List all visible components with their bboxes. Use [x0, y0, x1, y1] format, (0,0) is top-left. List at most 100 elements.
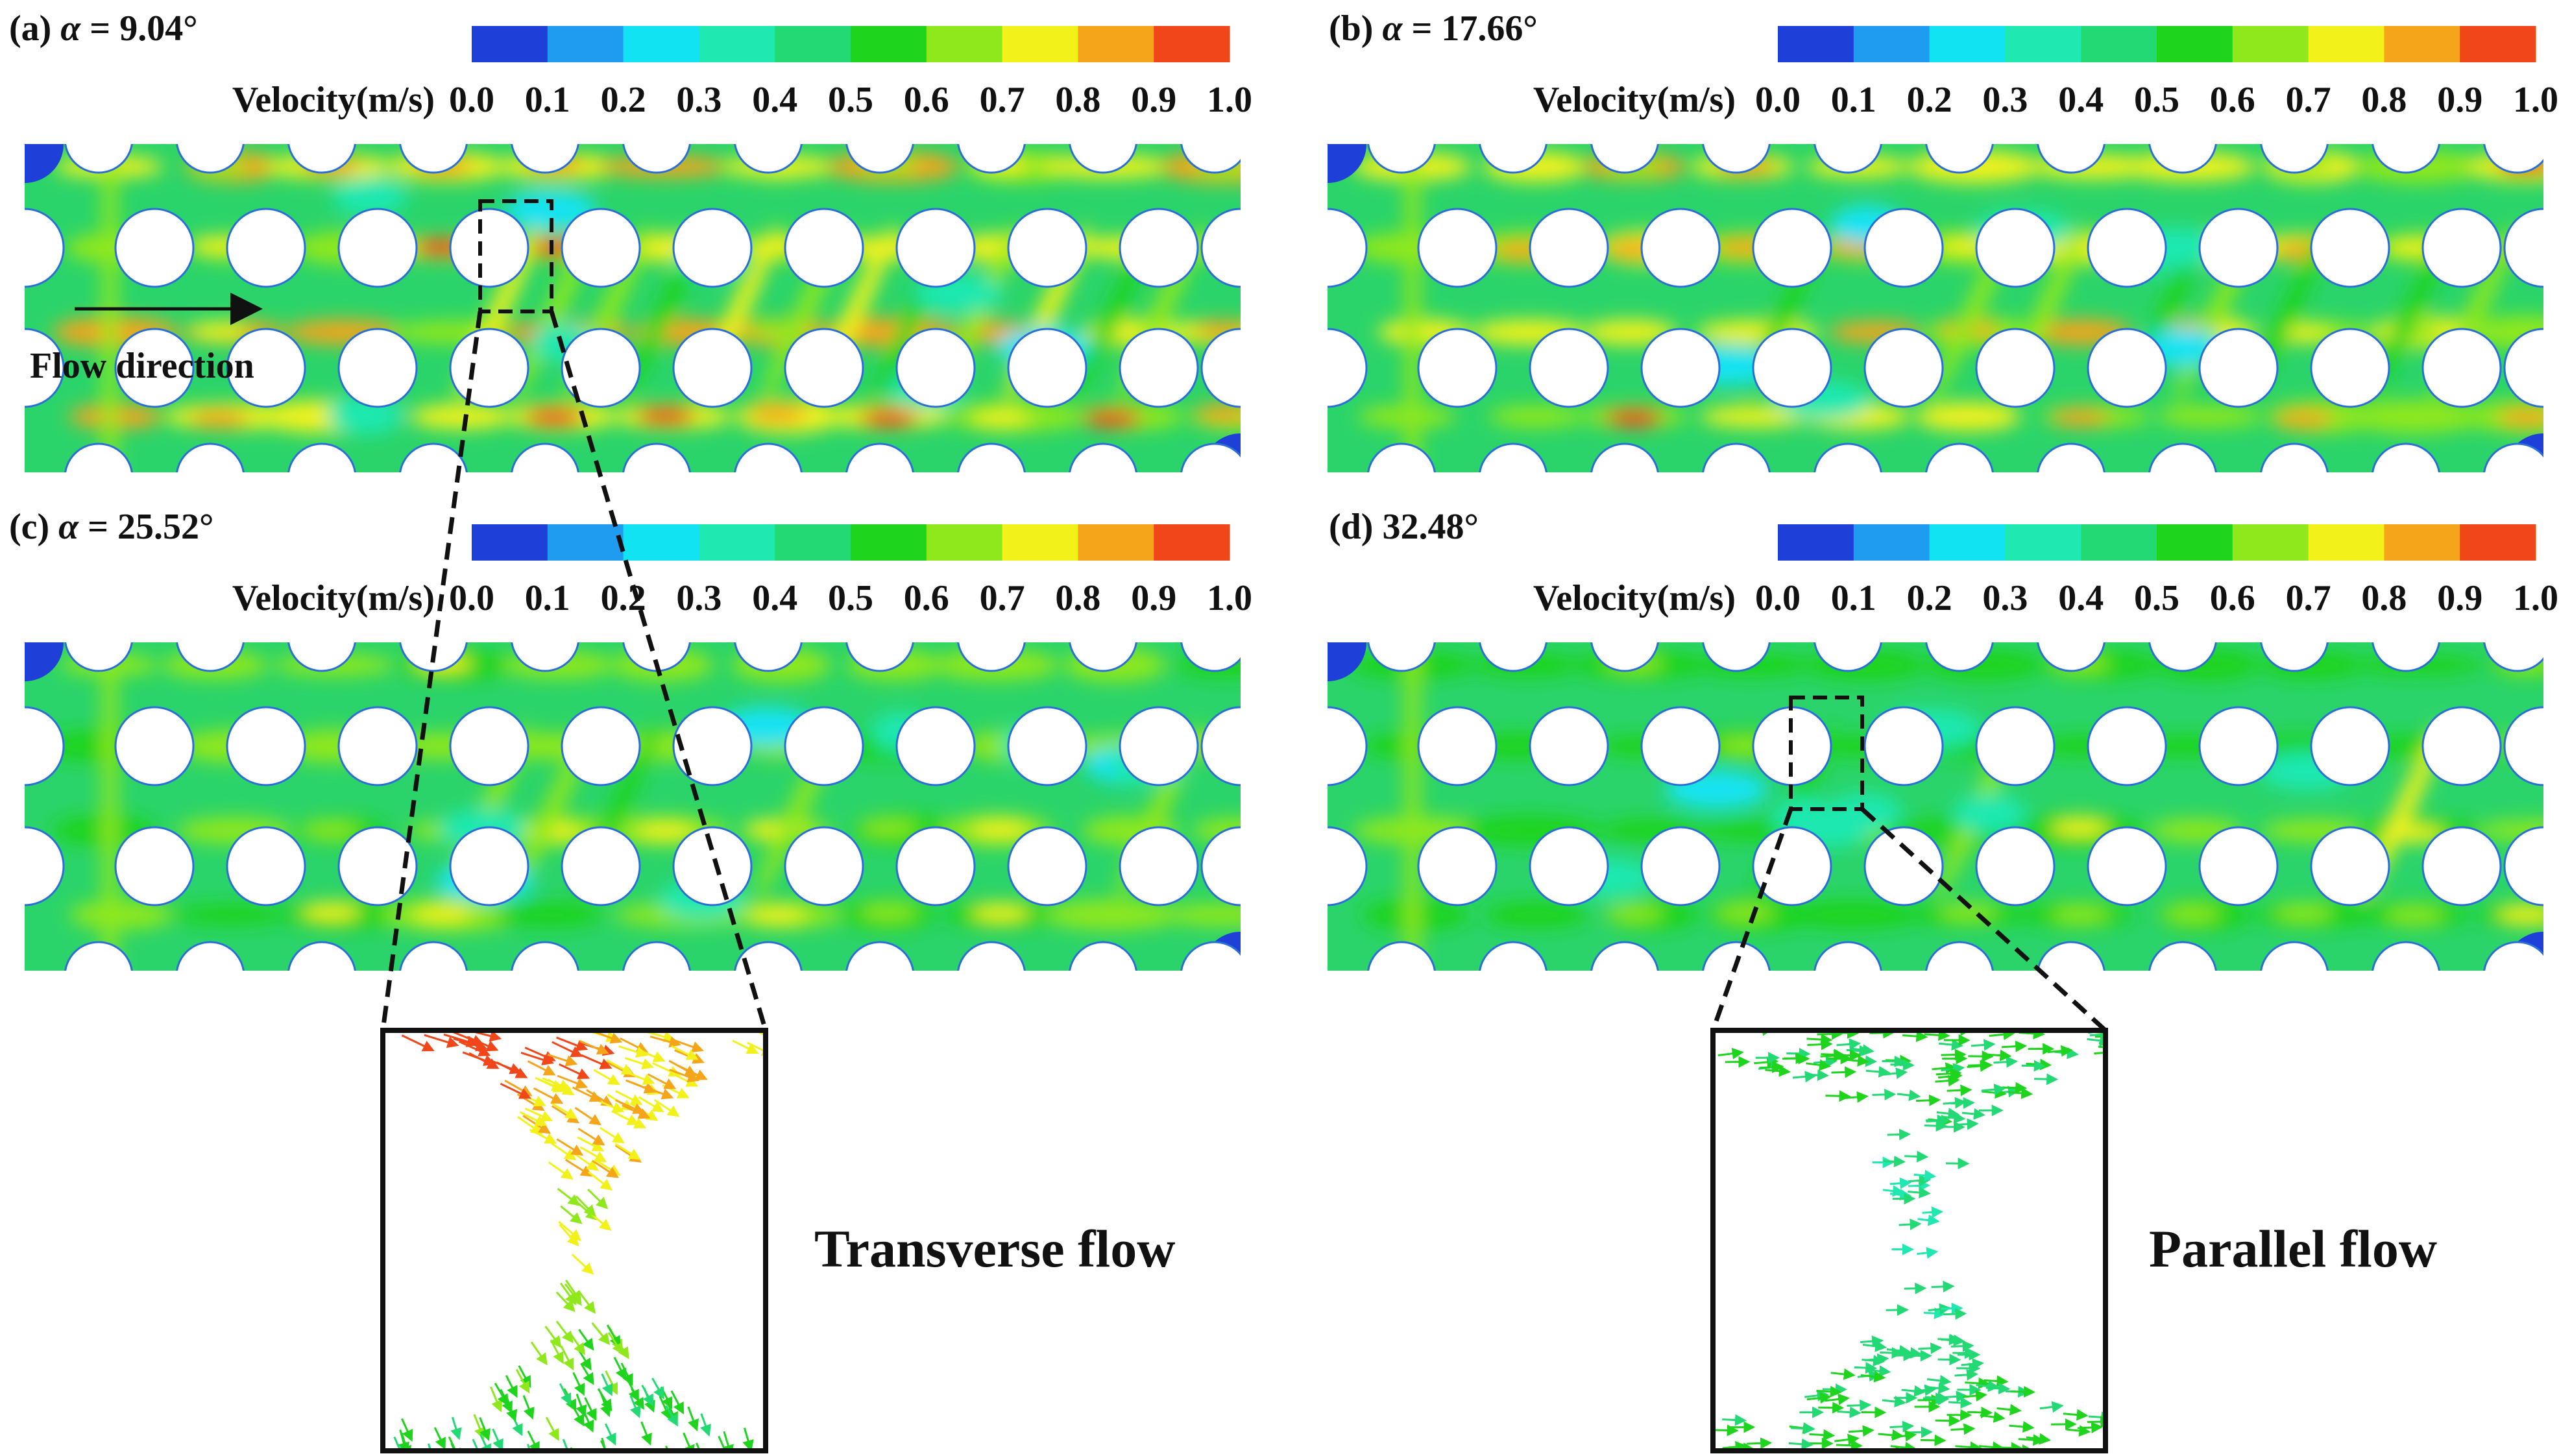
wall-obstacle — [1702, 443, 1771, 472]
velocity-vector — [1807, 1038, 1833, 1050]
velocity-vector — [579, 1039, 609, 1055]
velocity-vector — [1806, 1034, 1833, 1046]
colorbar-swatch — [472, 26, 548, 62]
wall-obstacle — [1069, 144, 1137, 174]
velocity-vector — [606, 1059, 634, 1075]
colorbar-swatch — [2232, 524, 2309, 561]
colorbar-tick-label: 0.5 — [828, 80, 873, 120]
panel-d-title: (d) 32.48° — [1329, 507, 1479, 547]
velocity-vector — [2018, 1434, 2045, 1446]
velocity-vector — [519, 1111, 548, 1126]
pin-fin-obstacle — [337, 706, 418, 786]
colorbar-swatch — [1002, 524, 1078, 561]
pin-fin-obstacle — [2087, 706, 2167, 786]
pin-fin-obstacle — [561, 208, 641, 288]
wall-obstacle — [2372, 941, 2440, 971]
colorbar-swatch — [2005, 26, 2081, 62]
velocity-vector — [1878, 1429, 1904, 1441]
wall-obstacle — [1814, 642, 1882, 672]
pin-fin-obstacle — [895, 208, 976, 288]
leader-right-d — [1860, 807, 2107, 1032]
velocity-vector — [2034, 1073, 2059, 1086]
velocity-vector — [1887, 1128, 1911, 1141]
velocity-vector — [1935, 1074, 1960, 1087]
edge-obstacle — [2503, 706, 2543, 786]
pin-fin-obstacle — [1863, 328, 1944, 408]
pin-fin-obstacle — [2198, 706, 2279, 786]
colorbar-tick-label: 0.7 — [980, 578, 1025, 618]
colorbar-swatch — [2157, 524, 2233, 561]
velocity-core — [1195, 404, 1241, 423]
velocity-vector — [1901, 1385, 1926, 1397]
velocity-vector — [669, 1069, 700, 1083]
pin-fin-obstacle — [1119, 706, 1199, 786]
leader-left-d — [1710, 808, 1793, 1032]
velocity-vector — [1825, 1393, 1850, 1405]
pin-fin-obstacle — [1640, 328, 1721, 408]
velocity-core — [190, 322, 249, 341]
velocity-vector — [1825, 1090, 1851, 1102]
colorbar-tick-label: 0.1 — [1831, 80, 1876, 120]
wall-obstacle — [287, 144, 356, 174]
pin-fin-obstacle — [784, 706, 864, 786]
colorbar-tick-label: 0.2 — [1907, 80, 1952, 120]
inlet-band — [1405, 144, 1420, 472]
velocity-vector — [548, 1161, 574, 1180]
velocity-vector — [557, 1187, 581, 1206]
colorbar-tick-label: 0.7 — [2286, 80, 2331, 120]
velocity-vector — [1897, 1089, 1921, 1102]
velocity-vector — [631, 1388, 644, 1410]
velocity-vector — [1986, 1049, 2012, 1062]
leader-right-a — [549, 311, 768, 1031]
velocity-vector — [624, 1057, 655, 1070]
pin-fin-obstacle — [672, 328, 753, 408]
velocity-vector — [1834, 1433, 1860, 1446]
wall-obstacle — [1180, 144, 1241, 174]
pin-fin-obstacle — [1975, 706, 2056, 786]
colorbar-tick-label: 0.0 — [449, 80, 494, 120]
velocity-vector — [1804, 1069, 1830, 1082]
colorbar-tick-label: 0.6 — [2210, 578, 2255, 618]
colorbar-swatch — [2157, 26, 2233, 62]
velocity-vector — [1943, 1390, 1968, 1403]
velocity-streak — [1044, 899, 1179, 930]
velocity-vector — [559, 1224, 579, 1247]
velocity-vector — [614, 1090, 643, 1105]
velocity-vector — [1816, 1385, 1842, 1398]
velocity-vector — [1926, 1382, 1950, 1394]
wall-obstacle — [845, 443, 914, 472]
velocity-core — [971, 904, 1030, 923]
pin-fin-obstacle — [1417, 706, 1498, 786]
velocity-vector — [1882, 1396, 1906, 1408]
velocity-streak — [494, 902, 605, 928]
velocity-vector — [605, 1370, 618, 1396]
edge-obstacle — [1200, 208, 1241, 288]
colorbar-tick-label: 0.3 — [676, 80, 722, 120]
wall-obstacle — [64, 443, 133, 472]
velocity-vector — [1836, 1439, 1863, 1451]
velocity-vector — [1961, 1108, 1986, 1120]
pin-fin-obstacle — [337, 826, 418, 906]
pin-fin-obstacle — [1529, 826, 1609, 906]
colorbar-tick-label: 0.4 — [2058, 578, 2104, 618]
velocity-vector — [1967, 1406, 1993, 1418]
velocity-vector — [1788, 1438, 1814, 1450]
velocity-vector — [584, 1397, 597, 1422]
velocity-streak — [1488, 406, 1583, 428]
velocity-vector — [1836, 1038, 1862, 1050]
colorbar-tick-label: 0.9 — [2437, 80, 2482, 120]
colorbar-tick-label: 0.3 — [1982, 578, 2028, 618]
velocity-vector — [578, 1329, 594, 1351]
pin-fin-obstacle — [1752, 328, 1832, 408]
velocity-vector — [2094, 1051, 2105, 1055]
velocity-vector — [552, 1041, 583, 1058]
wall-obstacle — [622, 941, 691, 971]
wall-obstacle — [1479, 642, 1547, 672]
velocity-vector — [535, 1076, 564, 1091]
pin-fin-obstacle — [672, 706, 753, 786]
velocity-vector — [1954, 1368, 1979, 1381]
pin-fin-obstacle — [449, 328, 529, 408]
velocity-vector — [587, 1189, 609, 1209]
velocity-vector — [665, 1405, 678, 1427]
colorbar-tick-label: 0.2 — [1907, 578, 1952, 618]
